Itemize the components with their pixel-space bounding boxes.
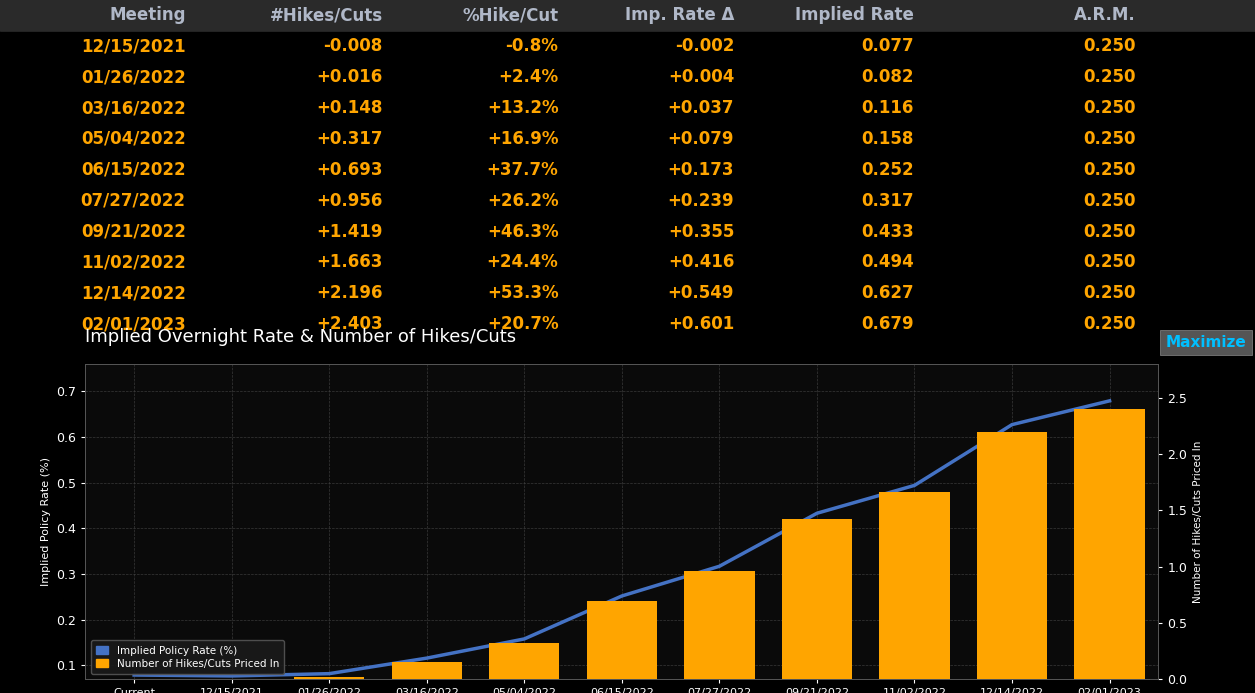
Text: +0.173: +0.173 xyxy=(668,161,734,179)
Text: #Hikes/Cuts: #Hikes/Cuts xyxy=(270,6,383,24)
Text: 0.250: 0.250 xyxy=(1083,222,1136,240)
Text: 0.250: 0.250 xyxy=(1083,192,1136,210)
Text: Imp. Rate Δ: Imp. Rate Δ xyxy=(625,6,734,24)
Text: 0.252: 0.252 xyxy=(861,161,914,179)
Text: +0.693: +0.693 xyxy=(316,161,383,179)
Text: +0.549: +0.549 xyxy=(668,284,734,302)
Text: Implied Overnight Rate & Number of Hikes/Cuts: Implied Overnight Rate & Number of Hikes… xyxy=(85,328,517,346)
Text: 0.250: 0.250 xyxy=(1083,161,1136,179)
Text: 0.250: 0.250 xyxy=(1083,254,1136,272)
Text: +2.403: +2.403 xyxy=(316,315,383,333)
Text: 0.627: 0.627 xyxy=(861,284,914,302)
Text: 0.679: 0.679 xyxy=(861,315,914,333)
Text: +0.148: +0.148 xyxy=(316,99,383,117)
Bar xyxy=(587,601,656,679)
Text: A.R.M.: A.R.M. xyxy=(1074,6,1136,24)
Text: +24.4%: +24.4% xyxy=(487,254,558,272)
Bar xyxy=(684,572,754,679)
Text: 0.250: 0.250 xyxy=(1083,315,1136,333)
Bar xyxy=(880,492,950,679)
Bar xyxy=(976,432,1047,679)
Text: +0.956: +0.956 xyxy=(316,192,383,210)
Text: 0.317: 0.317 xyxy=(861,192,914,210)
Text: +0.016: +0.016 xyxy=(316,68,383,86)
Text: -0.8%: -0.8% xyxy=(506,37,558,55)
Bar xyxy=(1074,409,1145,679)
Text: 09/21/2022: 09/21/2022 xyxy=(80,222,186,240)
Bar xyxy=(489,643,560,679)
Text: Meeting: Meeting xyxy=(109,6,186,24)
Text: +2.4%: +2.4% xyxy=(498,68,558,86)
Text: +13.2%: +13.2% xyxy=(487,99,558,117)
Text: 02/01/2023: 02/01/2023 xyxy=(82,315,186,333)
Text: 0.250: 0.250 xyxy=(1083,99,1136,117)
Text: 0.082: 0.082 xyxy=(861,68,914,86)
Text: 11/02/2022: 11/02/2022 xyxy=(82,254,186,272)
Text: +0.601: +0.601 xyxy=(668,315,734,333)
Text: 0.158: 0.158 xyxy=(861,130,914,148)
Bar xyxy=(782,519,852,679)
Text: Maximize: Maximize xyxy=(1166,335,1246,350)
Text: +0.079: +0.079 xyxy=(668,130,734,148)
Text: 0.250: 0.250 xyxy=(1083,130,1136,148)
Bar xyxy=(294,677,364,679)
Text: 0.116: 0.116 xyxy=(861,99,914,117)
Text: 0.250: 0.250 xyxy=(1083,37,1136,55)
Text: +46.3%: +46.3% xyxy=(487,222,558,240)
Text: +0.317: +0.317 xyxy=(316,130,383,148)
Bar xyxy=(197,679,267,680)
Text: +0.004: +0.004 xyxy=(668,68,734,86)
Text: %Hike/Cut: %Hike/Cut xyxy=(462,6,558,24)
Y-axis label: Implied Policy Rate (%): Implied Policy Rate (%) xyxy=(40,457,50,586)
Text: Implied Rate: Implied Rate xyxy=(794,6,914,24)
Text: +0.355: +0.355 xyxy=(668,222,734,240)
Text: 07/27/2022: 07/27/2022 xyxy=(80,192,186,210)
Text: 12/14/2022: 12/14/2022 xyxy=(80,284,186,302)
Text: 06/15/2022: 06/15/2022 xyxy=(82,161,186,179)
Text: +16.9%: +16.9% xyxy=(487,130,558,148)
Text: +2.196: +2.196 xyxy=(316,284,383,302)
Text: +0.239: +0.239 xyxy=(668,192,734,210)
Y-axis label: Number of Hikes/Cuts Priced In: Number of Hikes/Cuts Priced In xyxy=(1194,440,1204,603)
Text: 12/15/2021: 12/15/2021 xyxy=(82,37,186,55)
Text: 03/16/2022: 03/16/2022 xyxy=(82,99,186,117)
Bar xyxy=(0,0,1255,31)
Text: -0.008: -0.008 xyxy=(324,37,383,55)
Text: 0.433: 0.433 xyxy=(861,222,914,240)
Legend: Implied Policy Rate (%), Number of Hikes/Cuts Priced In: Implied Policy Rate (%), Number of Hikes… xyxy=(90,640,284,674)
Text: -0.002: -0.002 xyxy=(675,37,734,55)
Text: +1.419: +1.419 xyxy=(316,222,383,240)
Text: +20.7%: +20.7% xyxy=(487,315,558,333)
Text: 0.250: 0.250 xyxy=(1083,68,1136,86)
Text: +37.7%: +37.7% xyxy=(487,161,558,179)
Text: 01/26/2022: 01/26/2022 xyxy=(82,68,186,86)
Text: 0.077: 0.077 xyxy=(861,37,914,55)
Text: 0.494: 0.494 xyxy=(861,254,914,272)
Text: 0.250: 0.250 xyxy=(1083,284,1136,302)
Bar xyxy=(392,663,462,679)
Text: +0.037: +0.037 xyxy=(668,99,734,117)
Text: +1.663: +1.663 xyxy=(316,254,383,272)
Text: +26.2%: +26.2% xyxy=(487,192,558,210)
Text: 05/04/2022: 05/04/2022 xyxy=(82,130,186,148)
Text: +53.3%: +53.3% xyxy=(487,284,558,302)
Text: +0.416: +0.416 xyxy=(668,254,734,272)
